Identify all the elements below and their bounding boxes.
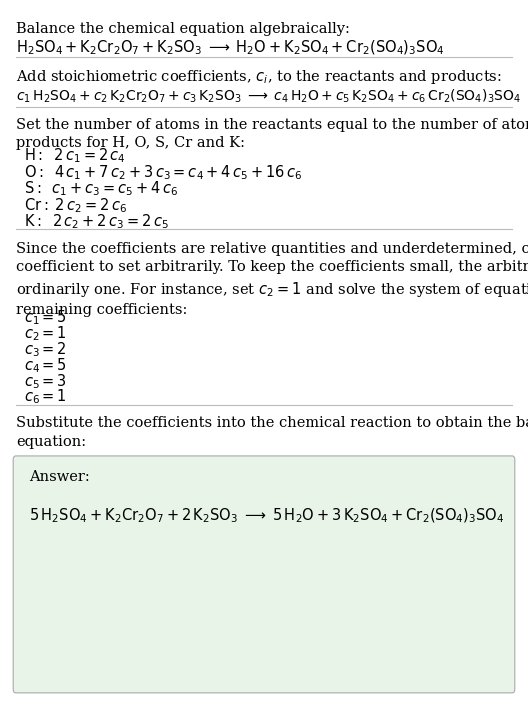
Text: $\mathrm{H_2SO_4 + K_2Cr_2O_7 + K_2SO_3 \;\longrightarrow\; H_2O + K_2SO_4 + Cr_: $\mathrm{H_2SO_4 + K_2Cr_2O_7 + K_2SO_3 … <box>16 39 445 57</box>
Text: $5\,\mathrm{H_2SO_4} + \mathrm{K_2Cr_2O_7} + 2\,\mathrm{K_2SO_3} \;\longrightarr: $5\,\mathrm{H_2SO_4} + \mathrm{K_2Cr_2O_… <box>29 506 504 525</box>
Text: Answer:: Answer: <box>29 470 90 484</box>
Text: $\mathrm{S:}\;\; c_1 + c_3 = c_5 + 4\,c_6$: $\mathrm{S:}\;\; c_1 + c_3 = c_5 + 4\,c_… <box>24 180 178 198</box>
Text: Set the number of atoms in the reactants equal to the number of atoms in the
pro: Set the number of atoms in the reactants… <box>16 118 528 150</box>
Text: $\mathrm{H:}\;\; 2\,c_1 = 2\,c_4$: $\mathrm{H:}\;\; 2\,c_1 = 2\,c_4$ <box>24 146 126 165</box>
Text: Balance the chemical equation algebraically:: Balance the chemical equation algebraica… <box>16 22 350 35</box>
Text: $c_6 = 1$: $c_6 = 1$ <box>24 388 67 406</box>
Text: $c_5 = 3$: $c_5 = 3$ <box>24 372 67 391</box>
Text: $\mathrm{Cr:}\; 2\,c_2 = 2\,c_6$: $\mathrm{Cr:}\; 2\,c_2 = 2\,c_6$ <box>24 196 127 215</box>
Text: $c_1\,\mathrm{H_2SO_4} + c_2\,\mathrm{K_2Cr_2O_7} + c_3\,\mathrm{K_2SO_3} \;\lon: $c_1\,\mathrm{H_2SO_4} + c_2\,\mathrm{K_… <box>16 88 521 105</box>
Text: $c_2 = 1$: $c_2 = 1$ <box>24 325 67 343</box>
Text: Since the coefficients are relative quantities and underdetermined, choose a
coe: Since the coefficients are relative quan… <box>16 242 528 317</box>
Text: $\mathrm{O:}\;\; 4\,c_1 + 7\,c_2 + 3\,c_3 = c_4 + 4\,c_5 + 16\,c_6$: $\mathrm{O:}\;\; 4\,c_1 + 7\,c_2 + 3\,c_… <box>24 163 302 182</box>
Text: $c_3 = 2$: $c_3 = 2$ <box>24 340 67 359</box>
Text: $c_1 = 5$: $c_1 = 5$ <box>24 309 67 327</box>
FancyBboxPatch shape <box>13 456 515 693</box>
Text: $c_4 = 5$: $c_4 = 5$ <box>24 356 67 375</box>
Text: Add stoichiometric coefficients, $c_i$, to the reactants and products:: Add stoichiometric coefficients, $c_i$, … <box>16 68 502 86</box>
Text: $\mathrm{K:}\;\; 2\,c_2 + 2\,c_3 = 2\,c_5$: $\mathrm{K:}\;\; 2\,c_2 + 2\,c_3 = 2\,c_… <box>24 213 168 231</box>
Text: Substitute the coefficients into the chemical reaction to obtain the balanced
eq: Substitute the coefficients into the che… <box>16 416 528 449</box>
